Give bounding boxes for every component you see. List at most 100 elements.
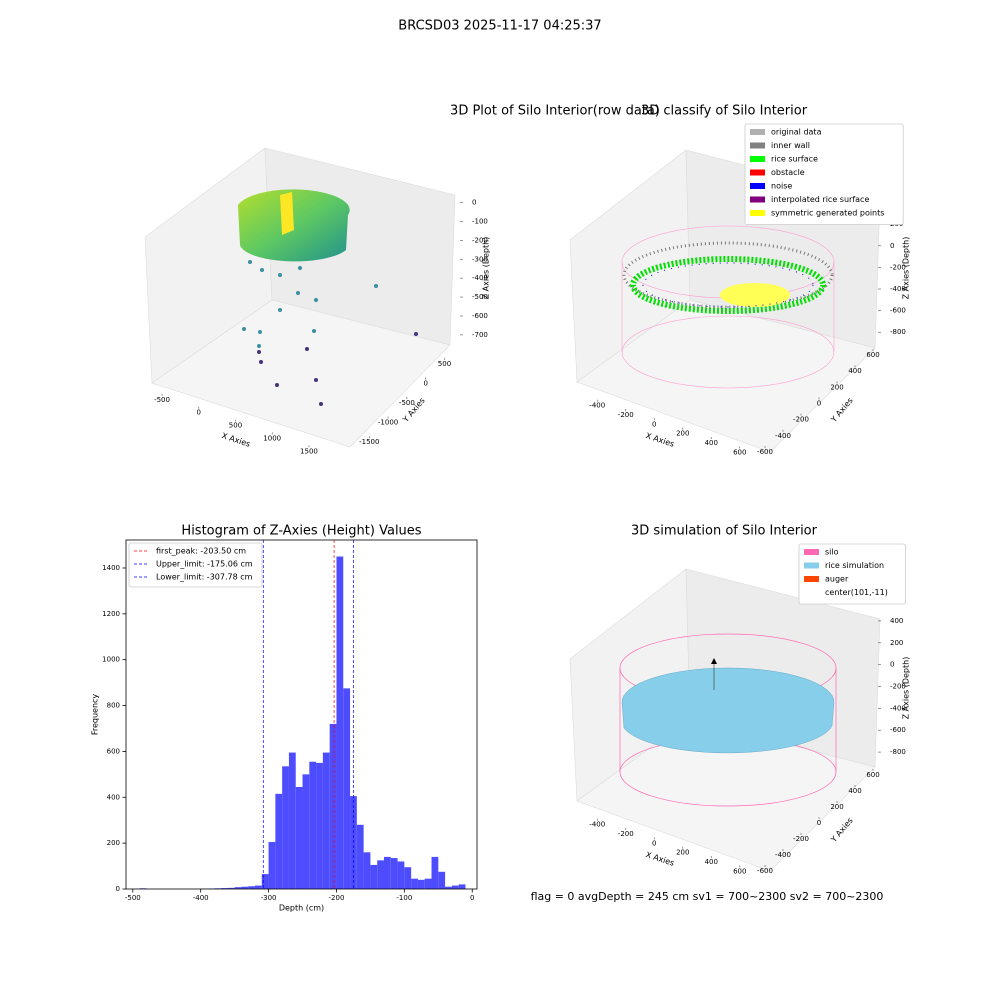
legend-box [128,542,263,588]
chart-title: 3D classify of Silo Interior [641,104,808,119]
x-tick-label: -400 [193,894,209,902]
y-tick-label: 1200 [102,610,120,618]
tick-label: 1000 [263,434,281,442]
tick-label: -200 [793,835,809,843]
tick-label: -600 [890,307,906,315]
bar [431,856,439,889]
tick-label: -600 [757,867,773,875]
footer: flag = 0 avgDepth = 245 cm sv1 = 700~230… [531,890,884,903]
x-tick-label: -200 [329,894,345,902]
legend-swatch [750,142,765,149]
tick-label: 0 [472,199,476,207]
silo-simulation [619,633,837,807]
tick-label: 0 [423,379,427,387]
bar [261,874,269,889]
z-axis-label: Z Axies (Depth) [482,237,491,300]
bar [234,887,242,889]
bar [363,852,371,889]
tick-label: -500 [154,396,170,404]
tick-label: 200 [830,803,843,811]
bar [241,886,249,889]
y-tick-label: 400 [107,793,120,801]
chart-title: Histogram of Z-Axies (Height) Values [181,524,421,539]
tick-label: 500 [229,422,242,430]
x-tick-label: -500 [125,894,141,902]
bar [254,885,262,889]
tick-label: 0 [197,409,201,417]
tick-label: -200 [890,263,906,271]
tick-label: 0 [890,661,894,669]
x-tick-label: -100 [396,894,412,902]
legend-box [744,123,904,225]
chart-title: 3D Plot of Silo Interior(row data) [450,104,660,119]
bar [424,878,432,889]
tick-label: 600 [733,867,746,875]
pane [576,299,876,453]
legend-label: Lower_limit: -307.78 cm [156,573,253,582]
tick-label: 0 [652,839,656,847]
legend-label: auger [825,575,849,584]
tick-label: -200 [890,683,906,691]
tick-label: -500 [399,399,415,407]
bar [295,786,303,889]
tick-label: -500 [472,293,488,301]
tick-label: 200 [676,849,689,857]
bar [417,879,425,889]
legend-label: original data [771,128,822,137]
legend-box [798,543,906,605]
tick-label: -200 [618,411,634,419]
legend-label: noise [771,182,792,191]
tick-label: -1000 [378,419,398,427]
tick-label: -400 [775,851,791,859]
tick-label: 500 [438,360,451,368]
tick-label: -600 [757,448,773,456]
y-tick-label: 800 [107,702,120,710]
legend-label: symmetric generated points [771,209,884,218]
bar [445,886,452,889]
legend-label: first_peak: -203.50 cm [156,547,246,556]
tick-label: -200 [618,830,634,838]
y-tick-label: 0 [116,885,120,893]
bar [302,774,310,889]
x-tick-label: 0 [470,894,474,902]
y-tick-label: 600 [107,747,120,755]
pane [151,299,451,448]
legend-swatch [804,549,819,555]
tick-label: -600 [890,726,906,734]
bar [356,824,364,889]
tick-label: -400 [775,432,791,440]
legend-swatch [804,576,819,582]
legend-swatch [750,156,765,162]
legend-label: rice surface [771,155,818,164]
tick-label: -400 [589,821,605,829]
bar [282,766,289,889]
rice-cloud [280,192,294,235]
bar [288,752,296,889]
tick-label: -600 [472,312,488,320]
plot-frame [125,539,478,890]
legend-label: Upper_limit: -175.06 cm [156,560,253,569]
tick-label: 400 [705,858,718,866]
y-axis-label: Frequency [91,694,100,736]
tick-label: -800 [890,748,906,756]
y-tick-label: 1000 [102,656,120,664]
x-tick-label: -300 [261,894,277,902]
tick-label: 600 [866,351,879,359]
legend-swatch [750,129,765,135]
bar [343,688,351,889]
bar [336,556,344,889]
tick-label: -200 [793,416,809,424]
tick-label: 0 [652,420,656,428]
legend-swatch [750,169,765,176]
tick-label: -200 [472,236,488,244]
bar [221,888,228,889]
bar [268,841,276,889]
legend-swatch [750,210,765,216]
chart-title: 3D simulation of Silo Interior [631,524,818,539]
y-tick-label: 1400 [102,564,120,572]
z-axis-label: Z Axies (Depth) [902,237,911,300]
tick-label: -300 [472,255,488,263]
tick-label: -400 [890,704,906,712]
legend-label: obstacle [771,168,805,177]
legend-label: interpolated rice surface [771,195,869,204]
